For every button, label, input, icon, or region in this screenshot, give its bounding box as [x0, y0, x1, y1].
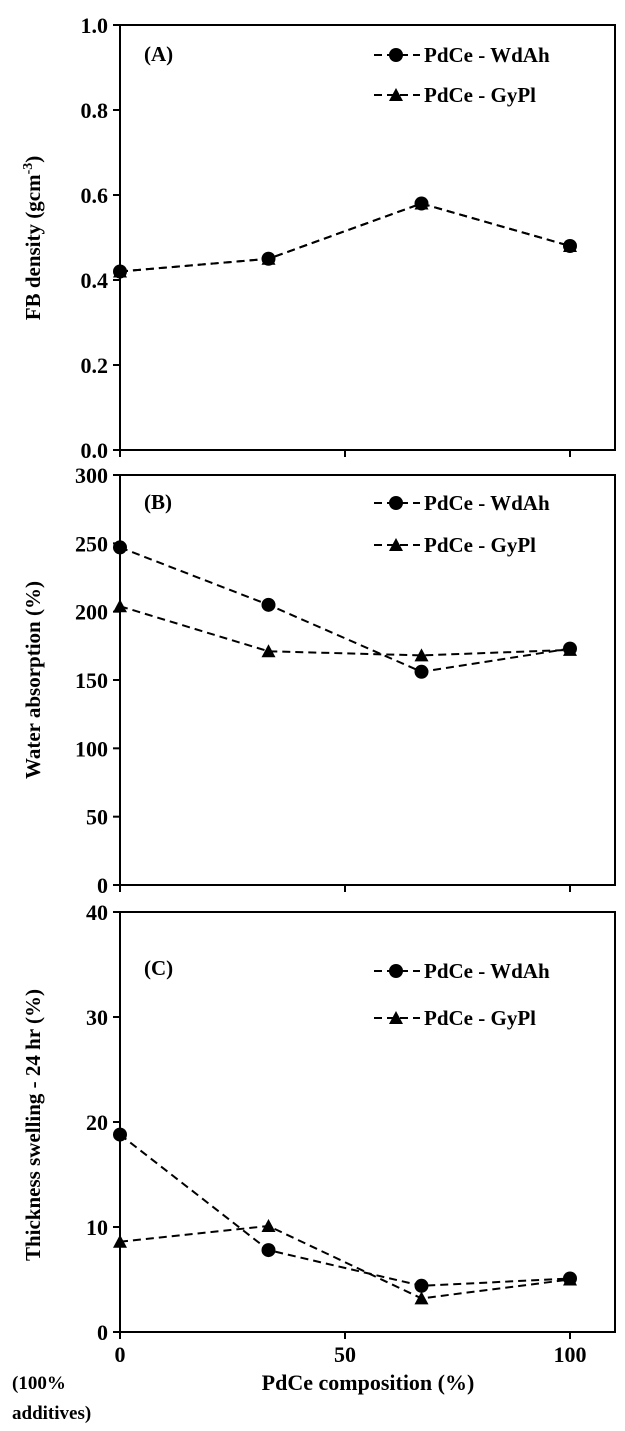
panel-b-legend: PdCe - WdAh PdCe - GyPl [374, 491, 550, 557]
panel-c-legend-marker-triangle [389, 1011, 403, 1024]
panel-c-legend: PdCe - WdAh PdCe - GyPl [374, 959, 550, 1030]
panel-b-y-tick-label: 0 [97, 873, 108, 898]
panel-b-y-tick-label: 250 [75, 531, 108, 556]
panel-b-y-tick-label: 200 [75, 600, 108, 625]
x-axis-note-line2: additives) [12, 1403, 91, 1424]
panel-a-legend-item-wdah: PdCe - WdAh [374, 43, 550, 67]
panel-b-plot [113, 540, 577, 679]
panel-c-point-gypl [261, 1218, 276, 1232]
panel-b-y-tick-label: 100 [75, 736, 108, 761]
panel-c-series-line-gypl [119, 1224, 571, 1300]
panel-c-legend-marker-circle [389, 964, 403, 978]
panel-c-y-axis-label: Thickness swelling - 24 hr (%) [21, 989, 45, 1261]
panel-a-y-tick-label: 0.4 [81, 268, 109, 293]
panel-a-series-line-gypl [119, 202, 571, 273]
panel-a-legend-marker-circle [389, 48, 403, 62]
panel-c-y-ticks: 0 10 20 30 40 [86, 900, 571, 1345]
panel-c-point-gypl [113, 1234, 127, 1248]
panel-c-legend-label-gypl: PdCe - GyPl [424, 1006, 536, 1030]
panel-c-legend-label-wdah: PdCe - WdAh [424, 959, 550, 983]
panel-c-y-tick-label: 0 [97, 1320, 108, 1345]
panel-b-y-tick-label: 50 [86, 805, 108, 830]
panel-a-y-axis-label: FB density (gcm-3) [21, 156, 45, 321]
panel-a-series-line-wdah [119, 202, 571, 273]
panel-a-y-tick-label: 0.8 [81, 98, 109, 123]
panel-c-legend-item-wdah: PdCe - WdAh [374, 959, 550, 983]
panel-b-y-tick-label: 300 [75, 463, 108, 488]
panel-b-point-gypl [261, 644, 276, 658]
panel-a-y-axis-label-close: ) [21, 156, 45, 163]
panel-b-point-gypl [113, 599, 127, 613]
panel-c-series-line-wdah [119, 1133, 571, 1287]
panel-b-y-axis-label: Water absorption (%) [21, 581, 45, 779]
panel-c-y-tick-label: 10 [86, 1215, 108, 1240]
panel-a-legend-marker-triangle [389, 88, 403, 101]
panel-b-frame [119, 474, 616, 886]
panel-a-legend-label-wdah: PdCe - WdAh [424, 43, 550, 67]
x-axis-note-line1: (100% [12, 1373, 66, 1394]
panel-c-y-tick-label: 20 [86, 1110, 108, 1135]
panel-c-point-gypl [563, 1272, 577, 1286]
panel-b-point-gypl [414, 648, 429, 662]
panel-a-point-gypl [563, 239, 577, 252]
panel-a-point-gypl [414, 196, 429, 210]
panel-b-y-tick-label: 150 [75, 668, 108, 693]
panel-c-point-wdah [113, 1127, 127, 1142]
x-tick-label: 100 [554, 1342, 587, 1367]
panel-b-point-wdah [414, 664, 429, 679]
panel-c-legend-item-gypl: PdCe - GyPl [374, 1006, 536, 1030]
panel-c-y-tick-label: 30 [86, 1005, 108, 1030]
panel-b-legend-marker-circle [389, 496, 403, 510]
panel-b-point-wdah [113, 540, 127, 555]
panel-a-y-ticks: 0.0 0.2 0.4 0.6 0.8 1.0 [81, 13, 571, 463]
panel-a-y-axis-label-main: FB density (gcm [21, 174, 45, 320]
panel-a-legend-label-gypl: PdCe - GyPl [424, 83, 536, 107]
panel-a-y-tick-label: 1.0 [81, 13, 109, 38]
panel-c: 0 10 20 30 40 (C) Thickness swelling - 24 hr… [21, 900, 616, 1345]
panel-b-label: (B) [144, 490, 172, 514]
panel-c-plot [113, 1127, 577, 1305]
panel-a-y-axis-label-sup: -3 [21, 163, 36, 175]
panel-b-legend-label-gypl: PdCe - GyPl [424, 533, 536, 557]
panel-b-legend-item-wdah: PdCe - WdAh [374, 491, 550, 515]
panel-b-point-gypl [563, 642, 577, 656]
panel-c-point-wdah [261, 1243, 276, 1258]
panel-a-y-tick-label: 0.0 [81, 438, 109, 463]
x-axis: 0 50 100 [115, 1342, 587, 1367]
panel-b-legend-marker-triangle [389, 538, 403, 551]
panel-c-point-wdah [414, 1278, 429, 1293]
panel-a-y-tick-label: 0.2 [81, 353, 109, 378]
panel-c-y-tick-label: 40 [86, 900, 108, 925]
x-tick-label: 50 [334, 1342, 356, 1367]
panel-a-legend-item-gypl: PdCe - GyPl [374, 83, 536, 107]
panel-a-point-gypl [113, 264, 127, 278]
x-tick-label: 0 [115, 1342, 126, 1367]
x-axis-label: PdCe composition (%) [262, 1370, 475, 1395]
panel-a-point-gypl [261, 251, 276, 265]
panel-b-legend-label-wdah: PdCe - WdAh [424, 491, 550, 515]
panel-b-legend-item-gypl: PdCe - GyPl [374, 533, 536, 557]
panel-b-y-ticks: 0 50 100 150 200 250 300 [75, 463, 571, 898]
panel-a-y-tick-label: 0.6 [81, 183, 109, 208]
panel-a-frame [119, 24, 616, 451]
panel-b-series-line-gypl [119, 605, 571, 657]
panel-c-point-gypl [414, 1291, 429, 1305]
panel-a-plot [113, 196, 577, 279]
panel-b-series-line-wdah [119, 546, 571, 673]
panel-c-label: (C) [144, 956, 173, 980]
panel-a-legend: PdCe - WdAh PdCe - GyPl [374, 43, 550, 107]
panel-a: 0.0 0.2 0.4 0.6 0.8 1.0 (A) FB density (gcm-3… [21, 13, 616, 463]
panel-b-point-wdah [261, 597, 276, 612]
panel-b: 0 50 100 150 200 250 300 (B) Water absorption … [21, 463, 616, 898]
panel-a-label: (A) [144, 42, 173, 66]
